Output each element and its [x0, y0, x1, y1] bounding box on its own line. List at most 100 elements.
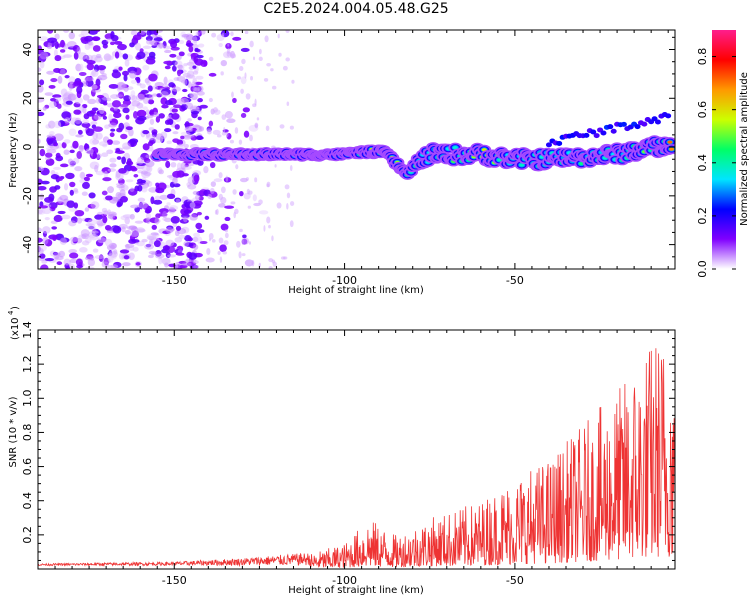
heatmap-cell	[271, 235, 274, 242]
heatmap-cell	[63, 149, 70, 155]
colorbar-tick-label: 0.0	[696, 260, 709, 278]
heatmap-cell	[57, 177, 63, 182]
colorbar-tick-label: 0.6	[696, 101, 709, 119]
heatmap-cell	[132, 34, 142, 41]
snr-y-label: SNR (10 * v/v)	[8, 396, 19, 467]
heatmap-cell	[170, 40, 178, 49]
heatmap-cell	[667, 140, 673, 144]
heatmap-cell	[90, 54, 98, 62]
heatmap-cell	[42, 226, 51, 234]
heatmap-cell	[146, 80, 151, 86]
heatmap-cell	[41, 180, 50, 185]
spectrogram-y-label: Frequency (Hz)	[8, 112, 19, 188]
heatmap-cell	[168, 206, 176, 214]
heatmap-cell	[142, 106, 148, 111]
heatmap-cell	[285, 30, 290, 34]
heatmap-cell	[265, 125, 270, 132]
heatmap-cell	[82, 119, 90, 124]
heatmap-cell	[191, 110, 200, 115]
heatmap-cell	[171, 108, 178, 113]
heatmap-cell	[87, 258, 96, 267]
heatmap-cell	[162, 216, 168, 222]
heatmap-cell	[53, 49, 58, 57]
heatmap-cell	[74, 117, 82, 125]
heatmap-cell	[146, 234, 157, 239]
heatmap-cell	[76, 151, 82, 160]
heatmap-cell	[197, 229, 205, 234]
heatmap-cell	[69, 149, 75, 154]
snr-x-ticks: -150 -100 -50	[37, 330, 669, 587]
heatmap-cell	[176, 55, 182, 60]
heatmap-cell	[188, 45, 194, 53]
heatmap-cell	[189, 92, 198, 98]
heatmap-cell	[208, 232, 214, 240]
heatmap-cell	[172, 170, 182, 178]
heatmap-cell	[241, 238, 244, 246]
heatmap-cell	[234, 127, 239, 134]
snr-y-multiplier-exp: 4	[7, 310, 15, 315]
heatmap-cell	[634, 124, 641, 130]
heatmap-cell	[116, 127, 123, 133]
heatmap-cell	[103, 170, 108, 179]
heatmap-cell	[103, 210, 109, 216]
heatmap-cell	[140, 186, 148, 193]
heatmap-cell	[241, 253, 246, 257]
heatmap-cell	[76, 217, 83, 224]
heatmap-cell	[64, 117, 71, 124]
heatmap-cell	[150, 41, 158, 47]
heatmap-cell	[88, 192, 96, 199]
heatmap-cell	[39, 193, 44, 201]
heatmap-cell	[162, 245, 170, 251]
heatmap-cell	[78, 144, 84, 153]
heatmap-cell	[76, 46, 81, 55]
heatmap-cell	[192, 190, 199, 195]
spectrogram-frame	[37, 29, 676, 270]
heatmap-cell	[151, 252, 157, 256]
heatmap-cell	[46, 148, 57, 154]
heatmap-cell	[102, 215, 108, 224]
heatmap-cell	[244, 30, 249, 35]
heatmap-cell	[82, 94, 90, 101]
heatmap-cell	[170, 161, 177, 168]
heatmap-cell	[110, 128, 116, 132]
heatmap-cell	[177, 64, 183, 70]
heatmap-cell	[73, 109, 82, 115]
heatmap-cell	[234, 208, 239, 215]
heatmap-cell	[107, 255, 114, 263]
heatmap-cell	[121, 226, 126, 233]
heatmap-cell	[184, 144, 189, 149]
heatmap-cell	[244, 259, 254, 267]
heatmap-cell	[208, 56, 214, 62]
heatmap-cell	[126, 158, 132, 166]
heatmap-cell	[155, 213, 161, 219]
heatmap-cell	[223, 127, 226, 133]
heatmap-cell	[148, 94, 154, 101]
heatmap-cell	[145, 134, 156, 141]
heatmap-cell	[38, 186, 47, 191]
heatmap-cell	[144, 208, 151, 214]
heatmap-cell	[95, 170, 105, 176]
heatmap-cell	[140, 179, 146, 184]
heatmap-cell	[271, 85, 277, 90]
heatmap-cell	[53, 120, 62, 129]
heatmap-cell	[80, 229, 90, 237]
heatmap-cell	[91, 84, 98, 90]
heatmap-cell	[242, 107, 250, 113]
heatmap-cell	[168, 82, 176, 88]
heatmap-cell	[107, 186, 114, 194]
heatmap-cell	[169, 53, 177, 58]
heatmap-cell	[175, 225, 182, 231]
x-tick-label: -50	[506, 274, 524, 287]
heatmap-cell	[110, 243, 117, 250]
heatmap-cell	[119, 189, 126, 197]
heatmap-cell	[172, 176, 178, 185]
heatmap-cell	[57, 210, 66, 215]
heatmap-cell	[216, 134, 222, 138]
heatmap-cell	[65, 100, 73, 105]
heatmap-cell	[200, 30, 206, 35]
heatmap-cell	[54, 255, 64, 261]
heatmap-cell	[600, 130, 607, 136]
heatmap-cell	[187, 237, 193, 242]
heatmap-cell	[176, 76, 186, 82]
